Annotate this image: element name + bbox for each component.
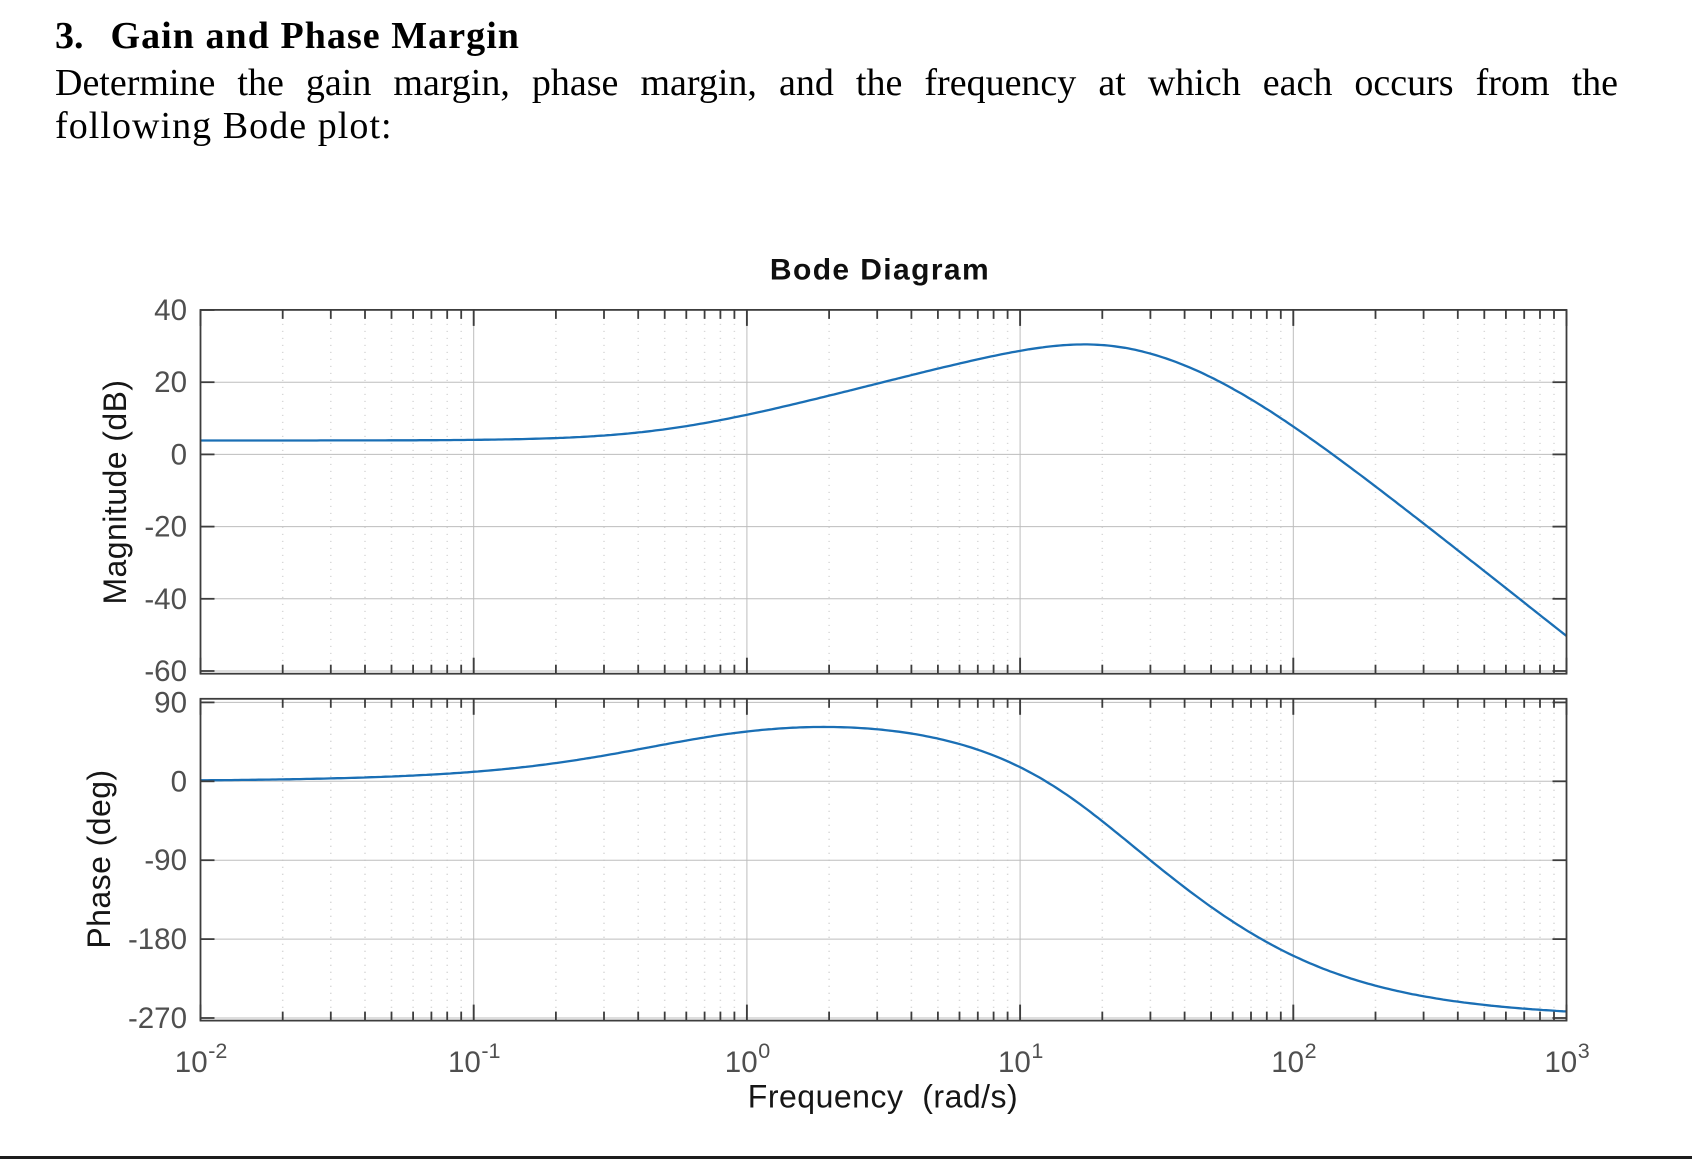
- svg-text:-40: -40: [144, 583, 187, 616]
- svg-text:0: 0: [758, 1039, 770, 1063]
- svg-text:10: 10: [725, 1046, 758, 1079]
- svg-text:20: 20: [154, 366, 187, 399]
- svg-text:Phase (deg): Phase (deg): [81, 769, 117, 948]
- svg-text:10: 10: [1544, 1046, 1577, 1079]
- svg-text:-270: -270: [128, 1002, 187, 1035]
- svg-text:-20: -20: [144, 511, 187, 544]
- svg-text:0: 0: [171, 765, 187, 798]
- svg-text:-2: -2: [208, 1039, 227, 1063]
- svg-text:-1: -1: [481, 1039, 500, 1063]
- svg-text:Bode Diagram: Bode Diagram: [770, 254, 990, 287]
- svg-text:2: 2: [1305, 1039, 1317, 1063]
- svg-text:1: 1: [1031, 1039, 1043, 1063]
- svg-text:-180: -180: [128, 923, 187, 956]
- svg-text:10: 10: [1271, 1046, 1304, 1079]
- svg-text:90: 90: [154, 686, 187, 719]
- svg-text:3: 3: [1578, 1039, 1590, 1063]
- svg-text:10: 10: [175, 1046, 208, 1079]
- svg-text:10: 10: [998, 1046, 1031, 1079]
- svg-text:-60: -60: [144, 655, 187, 688]
- svg-text:0: 0: [171, 438, 187, 471]
- svg-text:-90: -90: [144, 844, 187, 877]
- svg-text:Magnitude (dB): Magnitude (dB): [97, 379, 133, 604]
- svg-text:40: 40: [154, 294, 187, 327]
- svg-text:10: 10: [448, 1046, 481, 1079]
- svg-text:Frequency (rad/s): Frequency (rad/s): [748, 1079, 1018, 1115]
